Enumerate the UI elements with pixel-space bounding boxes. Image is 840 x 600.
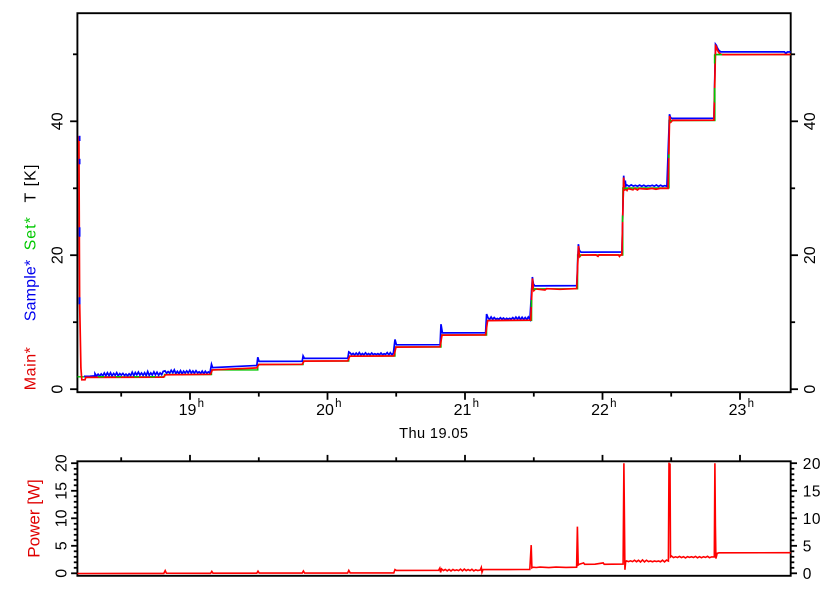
- svg-text:h: h: [473, 398, 479, 410]
- svg-text:0: 0: [803, 566, 812, 583]
- svg-text:Power [W]: Power [W]: [25, 479, 44, 557]
- svg-text:Set*: Set*: [23, 216, 40, 250]
- svg-text:20: 20: [49, 246, 66, 264]
- svg-text:21: 21: [454, 402, 472, 419]
- svg-text:15: 15: [54, 482, 71, 500]
- svg-text:20: 20: [54, 454, 71, 472]
- svg-text:40: 40: [802, 112, 819, 130]
- svg-text:23: 23: [729, 402, 747, 419]
- svg-text:0: 0: [49, 385, 66, 394]
- svg-text:5: 5: [54, 541, 71, 550]
- svg-text:h: h: [335, 398, 341, 410]
- svg-text:Thu 19.05: Thu 19.05: [399, 426, 468, 442]
- svg-text:h: h: [748, 398, 754, 410]
- svg-text:Main*: Main*: [23, 347, 40, 391]
- svg-text:10: 10: [54, 509, 71, 527]
- svg-text:Sample*: Sample*: [23, 260, 40, 322]
- svg-text:h: h: [198, 398, 204, 410]
- svg-text:0: 0: [802, 385, 819, 394]
- svg-text:15: 15: [803, 483, 821, 500]
- svg-text:20: 20: [316, 402, 334, 419]
- svg-text:h: h: [610, 398, 616, 410]
- svg-text:0: 0: [54, 569, 71, 578]
- svg-text:T [K]: T [K]: [23, 164, 40, 203]
- svg-text:20: 20: [802, 246, 819, 264]
- svg-text:19: 19: [179, 402, 197, 419]
- svg-text:5: 5: [803, 538, 812, 555]
- svg-text:20: 20: [803, 456, 821, 473]
- svg-text:40: 40: [49, 112, 66, 130]
- svg-text:10: 10: [803, 511, 821, 528]
- svg-text:22: 22: [591, 402, 609, 419]
